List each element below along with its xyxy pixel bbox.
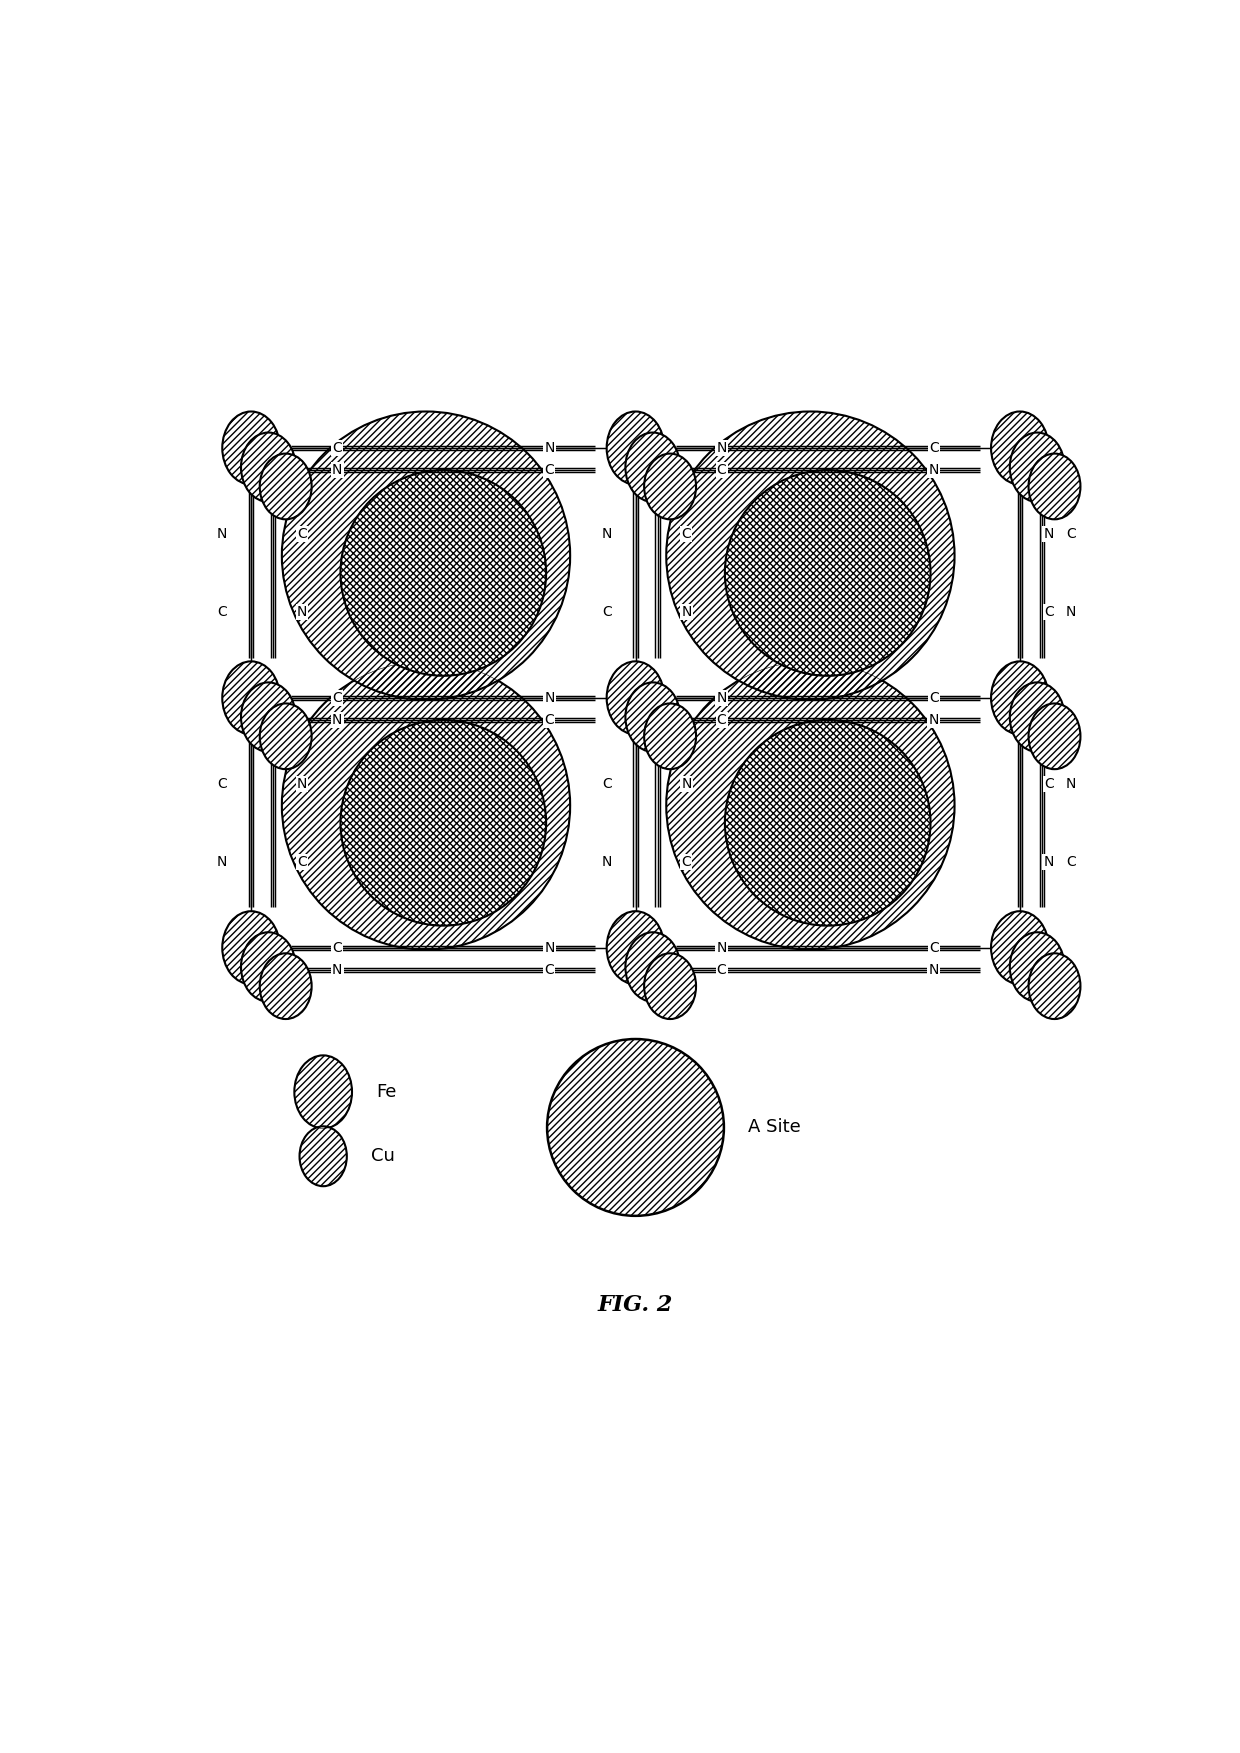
Ellipse shape (1009, 433, 1065, 501)
Text: C: C (544, 463, 554, 477)
Ellipse shape (294, 1055, 352, 1129)
Ellipse shape (300, 1127, 347, 1187)
Text: N: N (296, 777, 308, 791)
Ellipse shape (625, 682, 681, 752)
Text: N: N (217, 855, 227, 869)
Text: N: N (717, 442, 727, 456)
Text: N: N (332, 962, 342, 976)
Ellipse shape (1009, 682, 1065, 752)
Text: C: C (217, 777, 227, 791)
Text: N: N (1065, 777, 1076, 791)
Ellipse shape (222, 912, 280, 983)
Text: N: N (544, 941, 554, 955)
Ellipse shape (222, 661, 280, 735)
Ellipse shape (241, 433, 296, 501)
Text: N: N (601, 855, 611, 869)
Text: C: C (929, 691, 939, 705)
Text: C: C (1066, 855, 1076, 869)
Text: N: N (544, 442, 554, 456)
Text: C: C (929, 941, 939, 955)
Text: N: N (1044, 528, 1054, 542)
Ellipse shape (1009, 933, 1065, 1001)
Ellipse shape (341, 720, 546, 926)
Ellipse shape (259, 703, 311, 770)
Ellipse shape (606, 912, 665, 983)
Circle shape (547, 1040, 724, 1217)
Text: C: C (717, 463, 727, 477)
Text: C: C (298, 855, 308, 869)
Ellipse shape (281, 412, 570, 699)
Text: N: N (601, 528, 611, 542)
Ellipse shape (1028, 954, 1080, 1018)
Text: C: C (682, 855, 692, 869)
Ellipse shape (644, 703, 696, 770)
Text: C: C (717, 713, 727, 727)
Ellipse shape (644, 954, 696, 1018)
Ellipse shape (222, 412, 280, 484)
Text: Cu: Cu (371, 1146, 394, 1166)
Text: N: N (929, 962, 939, 976)
Text: N: N (681, 777, 692, 791)
Text: C: C (544, 713, 554, 727)
Text: C: C (298, 528, 308, 542)
Ellipse shape (606, 412, 665, 484)
Text: C: C (332, 941, 342, 955)
Ellipse shape (991, 412, 1049, 484)
Ellipse shape (625, 433, 681, 501)
Text: N: N (296, 605, 308, 619)
Ellipse shape (666, 661, 955, 950)
Text: N: N (929, 713, 939, 727)
Text: C: C (601, 777, 611, 791)
Text: C: C (332, 691, 342, 705)
Text: N: N (332, 713, 342, 727)
Text: N: N (332, 463, 342, 477)
Text: C: C (929, 442, 939, 456)
Text: C: C (601, 605, 611, 619)
Ellipse shape (606, 661, 665, 735)
Text: N: N (929, 463, 939, 477)
Ellipse shape (1028, 454, 1080, 519)
Text: C: C (682, 528, 692, 542)
Ellipse shape (644, 454, 696, 519)
Text: C: C (717, 962, 727, 976)
Ellipse shape (241, 682, 296, 752)
Text: C: C (1044, 605, 1054, 619)
Ellipse shape (725, 720, 930, 926)
Text: Fe: Fe (376, 1083, 397, 1101)
Text: N: N (544, 691, 554, 705)
Text: N: N (681, 605, 692, 619)
Ellipse shape (991, 912, 1049, 983)
Text: N: N (217, 528, 227, 542)
Text: C: C (1066, 528, 1076, 542)
Ellipse shape (241, 933, 296, 1001)
Ellipse shape (666, 412, 955, 699)
Ellipse shape (341, 470, 546, 675)
Ellipse shape (259, 454, 311, 519)
Text: N: N (717, 691, 727, 705)
Text: N: N (1044, 855, 1054, 869)
Text: FIG. 2: FIG. 2 (598, 1294, 673, 1317)
Ellipse shape (625, 933, 681, 1001)
Ellipse shape (259, 954, 311, 1018)
Text: C: C (332, 442, 342, 456)
Ellipse shape (991, 661, 1049, 735)
Text: N: N (1065, 605, 1076, 619)
Text: A Site: A Site (748, 1118, 801, 1136)
Text: N: N (717, 941, 727, 955)
Ellipse shape (725, 470, 930, 675)
Ellipse shape (1028, 703, 1080, 770)
Ellipse shape (281, 661, 570, 950)
Text: C: C (217, 605, 227, 619)
Text: C: C (1044, 777, 1054, 791)
Text: C: C (544, 962, 554, 976)
